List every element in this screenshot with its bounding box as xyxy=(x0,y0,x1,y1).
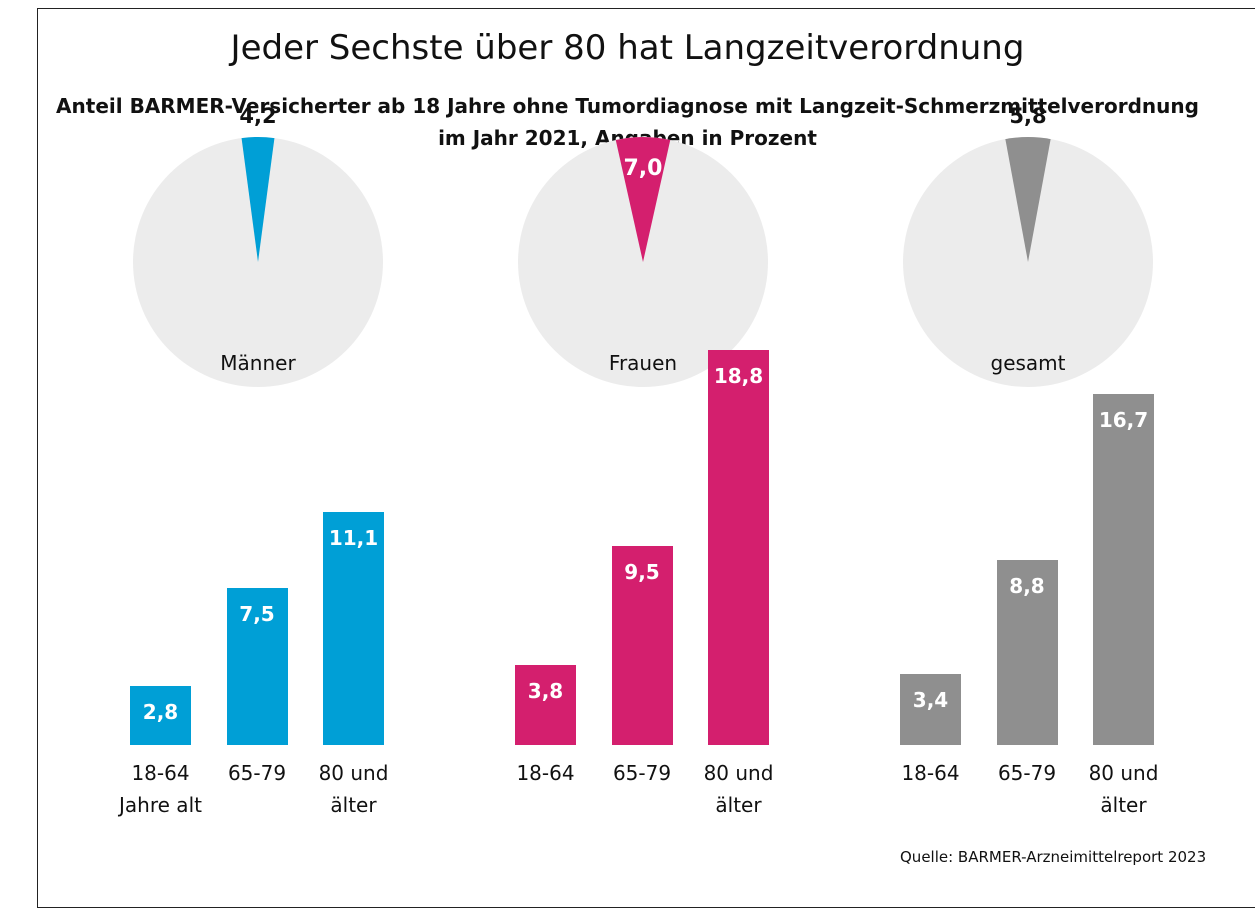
pie-label: Frauen xyxy=(609,351,677,375)
bar-value-label: 11,1 xyxy=(328,525,379,550)
pie-slice xyxy=(1005,137,1051,262)
bar xyxy=(130,686,191,745)
pie-value-label: 5,8 xyxy=(1009,104,1046,128)
category-label: 80 und älter xyxy=(1088,761,1159,817)
title: Jeder Sechste über 80 hat Langzeitverord… xyxy=(230,28,1025,68)
pie-value-label: 4,2 xyxy=(239,104,276,128)
bar-value-label: 8,8 xyxy=(1009,574,1045,599)
bar-value-label: 2,8 xyxy=(142,700,179,725)
bar xyxy=(900,673,961,745)
page: Jeder Sechste über 80 hat Langzeitverord… xyxy=(37,8,1255,908)
pie-slice xyxy=(241,137,275,262)
bar xyxy=(708,350,769,745)
category-label: 65-79 xyxy=(612,761,672,785)
bar xyxy=(996,560,1058,745)
bar-value-label: 7,5 xyxy=(239,601,275,626)
category-label: 18-64 xyxy=(901,761,960,785)
bar xyxy=(515,665,576,745)
bar-value-label: 18,8 xyxy=(713,364,764,389)
category-label: 80 und älter xyxy=(318,761,389,817)
bar xyxy=(1093,394,1154,745)
category-label: 80 und älter xyxy=(703,761,774,817)
bar-value-label: 3,8 xyxy=(527,679,564,704)
category-label: 18-64 xyxy=(516,761,575,785)
bar xyxy=(611,545,673,745)
category-label: 65-79 xyxy=(997,761,1057,785)
bar-value-label: 9,5 xyxy=(624,559,660,584)
bar-value-label: 3,4 xyxy=(912,687,949,712)
bar-value-label: 16,7 xyxy=(1098,408,1149,433)
pie-label: gesamt xyxy=(991,351,1066,375)
category-label: 65-79 xyxy=(227,761,287,785)
source: Quelle: BARMER-Arzneimittelreport 2023 xyxy=(900,848,1207,866)
category-label: 18-64 Jahre alt xyxy=(119,761,202,817)
pie-value-label: 7,0 xyxy=(624,156,663,181)
pie-label: Männer xyxy=(220,351,296,375)
subtitle: Anteil BARMER-Versicherter ab 18 Jahre o… xyxy=(56,94,1199,150)
bar xyxy=(323,511,384,745)
pie-slice xyxy=(615,137,671,262)
pies: 4,2 Männer 7,0 Frauen 5,8 gesamt xyxy=(133,104,1153,387)
bar xyxy=(226,587,288,745)
